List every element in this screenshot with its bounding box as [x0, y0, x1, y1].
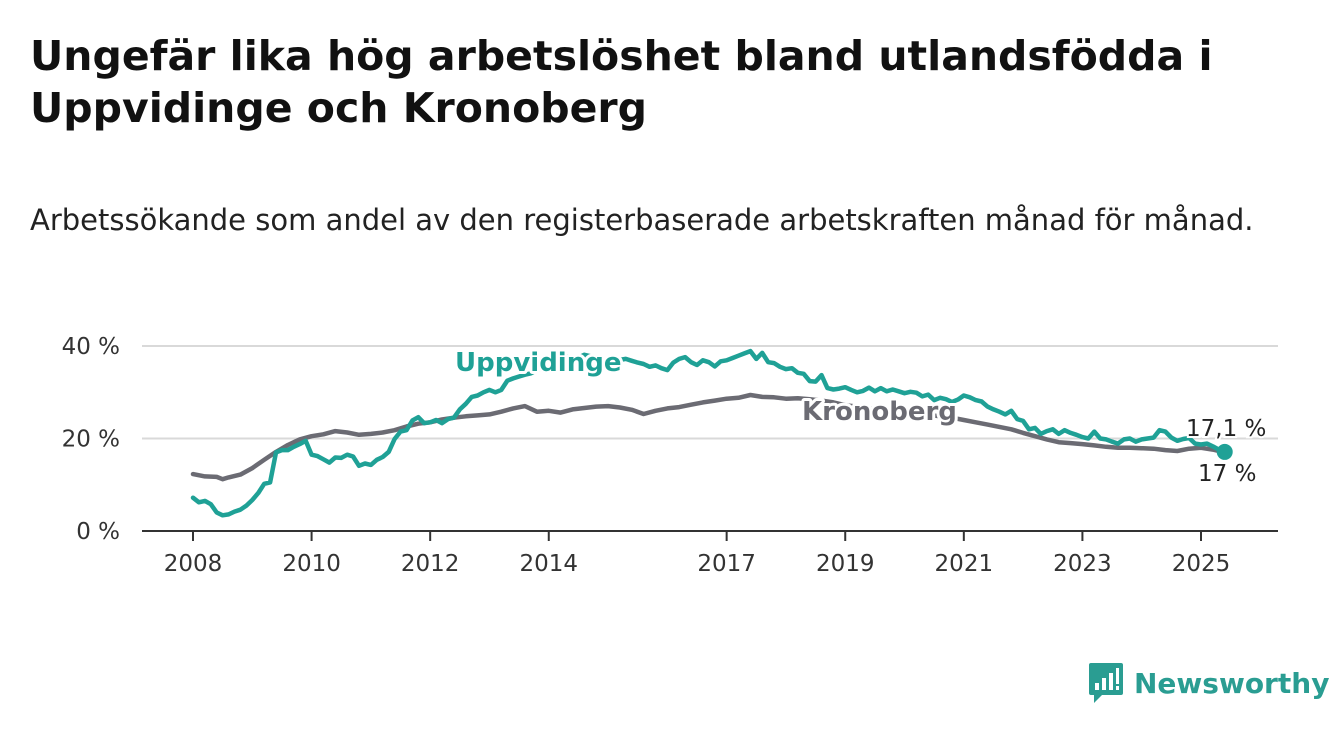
y-tick-label: 20 %: [62, 427, 120, 453]
chart-title: Ungefär lika hög arbetslöshet bland utla…: [30, 32, 1213, 132]
x-tick-label: 2010: [282, 551, 341, 577]
end-label-kronoberg: 17 %: [1198, 461, 1256, 487]
brand-logo: Newsworthy: [1088, 660, 1329, 706]
x-tick-label: 2017: [697, 551, 756, 577]
series-label-kronoberg: Kronoberg: [802, 397, 957, 427]
series-line-kronoberg: [190, 392, 1227, 482]
line-chart: 0 % 20 % 40 % 2008 2010 2012 2014 2017 2019 2021 2…: [62, 334, 1278, 577]
chart-subtitle: Arbetssökande som andel av den registerb…: [30, 203, 1254, 237]
series-labels: Uppvidinge Kronoberg 17,1 % 17 %: [452, 345, 1268, 489]
x-tick-label: 2019: [816, 551, 875, 577]
x-tick-label: 2025: [1172, 551, 1231, 577]
x-tick-label: 2012: [401, 551, 460, 577]
series-lines: [190, 348, 1233, 518]
end-point-marker: [1216, 443, 1233, 460]
grid-lines: [142, 345, 1278, 440]
x-tick-label: 2008: [164, 551, 223, 577]
x-tick-label: 2021: [935, 551, 994, 577]
series-line-uppvidinge: [190, 348, 1227, 518]
x-tick-label: 2014: [519, 551, 578, 577]
brand-name: Newsworthy: [1134, 666, 1330, 700]
x-tick-label: 2023: [1053, 551, 1112, 577]
end-label-uppvidinge: 17,1 %: [1186, 416, 1266, 442]
newsworthy-logo-icon: [1089, 663, 1123, 703]
axes: 0 % 20 % 40 % 2008 2010 2012 2014 2017 2019 2021 2…: [62, 334, 1278, 577]
y-tick-label: 40 %: [62, 334, 120, 360]
y-tick-label: 0 %: [76, 519, 120, 545]
series-label-uppvidinge: Uppvidinge: [455, 348, 621, 378]
